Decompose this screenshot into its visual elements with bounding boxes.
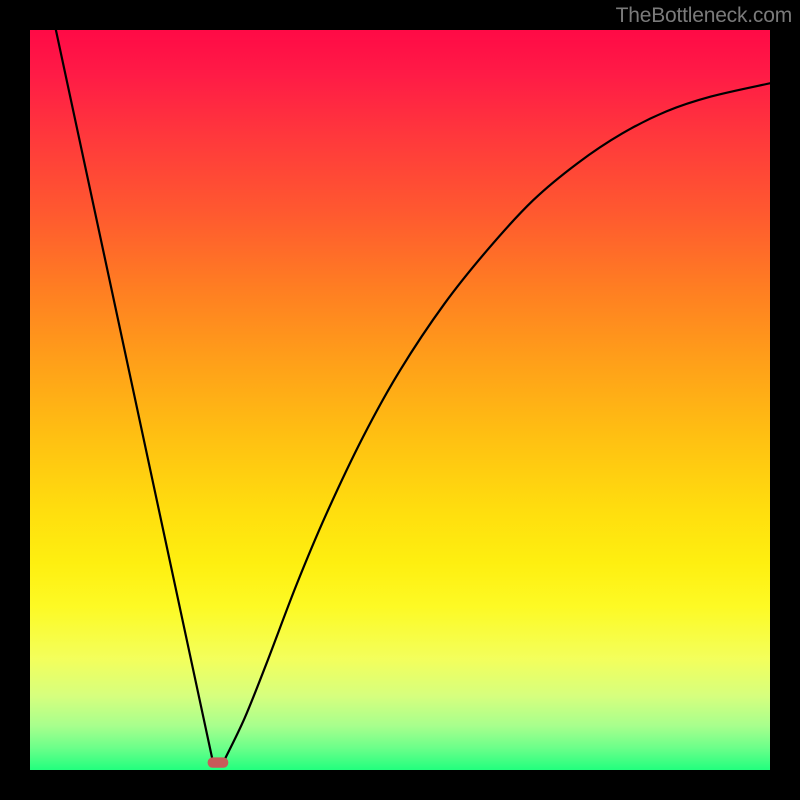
plot-area [30,30,770,770]
chart-svg [30,30,770,770]
gradient-background [30,30,770,770]
frame-border-right [770,0,800,800]
minimum-marker [208,757,229,767]
frame-border-left [0,0,30,800]
frame-border-bottom [0,770,800,800]
watermark-text: TheBottleneck.com [616,4,792,28]
